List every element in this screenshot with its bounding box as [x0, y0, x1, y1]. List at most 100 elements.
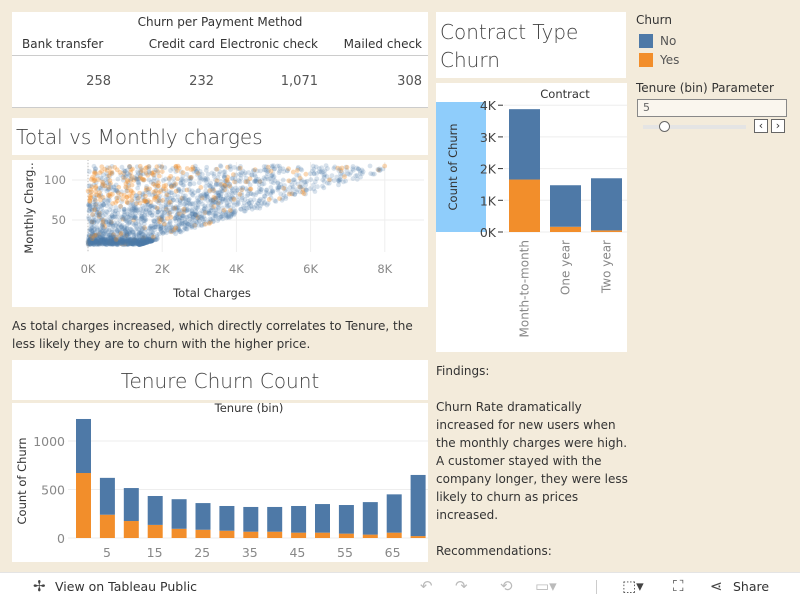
point-yes [129, 193, 135, 199]
point-no [126, 200, 131, 206]
view-on-tableau-link[interactable]: View on Tableau Public [55, 579, 198, 594]
legend-item-yes[interactable]: Yes [636, 51, 786, 69]
point-no [122, 240, 127, 246]
point-no [140, 214, 145, 220]
point-no [92, 239, 98, 245]
point-no [196, 180, 202, 186]
point-no [89, 239, 95, 245]
point-no [292, 191, 298, 197]
point-no [156, 200, 162, 206]
point-no [130, 241, 136, 247]
point-no [189, 192, 195, 197]
contract-chart[interactable]: Contract 0K 1K 2K 3K 4K Count of Churn Month-to… [436, 83, 627, 352]
point-no [312, 189, 318, 194]
point-no [87, 241, 93, 246]
point-no [140, 191, 146, 197]
redo-icon[interactable]: ↷ [455, 577, 468, 595]
undo-icon[interactable]: ↶ [420, 577, 433, 595]
slider-next-button[interactable]: › [771, 119, 785, 133]
point-no [315, 184, 320, 190]
point-yes [128, 178, 134, 184]
point-no [110, 241, 115, 247]
point-yes [195, 215, 201, 221]
point-no [189, 211, 195, 217]
point-yes [139, 176, 145, 182]
share-icon[interactable]: ⋖ [710, 577, 723, 595]
slider-prev-button[interactable]: ‹ [754, 119, 768, 133]
point-no [112, 241, 117, 246]
point-no [246, 205, 252, 211]
point-no [222, 183, 228, 188]
point-no [271, 163, 276, 169]
point-no [325, 166, 330, 171]
point-no [145, 237, 151, 242]
point-no [244, 202, 250, 207]
point-no [103, 177, 109, 183]
point-no [158, 226, 164, 232]
point-no [256, 176, 261, 182]
point-yes [252, 167, 258, 173]
point-no [193, 200, 199, 206]
parameter-input[interactable]: 5 [637, 99, 787, 117]
point-yes [166, 200, 172, 206]
point-no [127, 237, 133, 243]
point-no [106, 193, 112, 198]
legend-item-no[interactable]: No [636, 32, 786, 50]
point-no [125, 214, 131, 220]
point-no [121, 239, 127, 245]
point-no [182, 193, 188, 199]
point-no [175, 225, 181, 231]
fullscreen-icon[interactable]: ⛶ [673, 577, 684, 595]
point-no [89, 241, 95, 246]
point-no [202, 192, 208, 198]
point-no [173, 215, 179, 220]
x-tick-label: 35 [242, 545, 258, 560]
point-yes [125, 188, 130, 194]
revert-icon[interactable]: ⟲ [500, 577, 513, 595]
point-no [102, 237, 108, 243]
point-no [220, 213, 226, 218]
point-no [92, 239, 98, 245]
point-no [101, 232, 107, 238]
point-no [257, 198, 262, 204]
point-no [254, 179, 259, 184]
download-icon[interactable]: ⬚▾ [622, 577, 644, 595]
point-no [92, 240, 97, 246]
point-no [146, 239, 152, 245]
point-yes [117, 170, 123, 175]
point-no [202, 205, 208, 211]
point-no [192, 212, 198, 218]
point-no [104, 203, 109, 209]
point-no [88, 226, 94, 232]
point-no [102, 236, 107, 241]
slider-knob[interactable] [658, 121, 670, 132]
point-yes [172, 205, 178, 211]
point-no [131, 205, 137, 211]
point-no [93, 236, 99, 242]
parameter-slider[interactable] [643, 121, 746, 132]
point-no [108, 240, 114, 246]
scatter-chart[interactable]: 0K 2K 4K 6K 8K 50 100 Total Charges Monthly Char… [12, 160, 428, 307]
point-no [199, 214, 204, 220]
point-no [97, 238, 102, 244]
point-no [108, 235, 114, 241]
point-yes [107, 191, 113, 197]
point-no [223, 196, 228, 202]
tenure-chart[interactable]: Tenure (bin) 0 500 1000 Count of Churn 5 15 25 3… [12, 401, 428, 562]
point-no [179, 209, 185, 214]
point-no [95, 239, 101, 245]
point-no [136, 232, 141, 237]
point-no [180, 173, 186, 179]
point-no [194, 215, 200, 221]
point-no [296, 173, 302, 178]
refresh-icon[interactable]: ▭▾ [535, 577, 557, 595]
point-no [147, 237, 153, 243]
point-no [137, 230, 142, 236]
bar-yes [315, 532, 330, 538]
point-no [156, 195, 161, 201]
point-no [159, 214, 165, 220]
share-button[interactable]: Share [733, 579, 770, 594]
point-no [87, 241, 93, 247]
point-no [254, 168, 260, 174]
point-yes [96, 177, 101, 183]
